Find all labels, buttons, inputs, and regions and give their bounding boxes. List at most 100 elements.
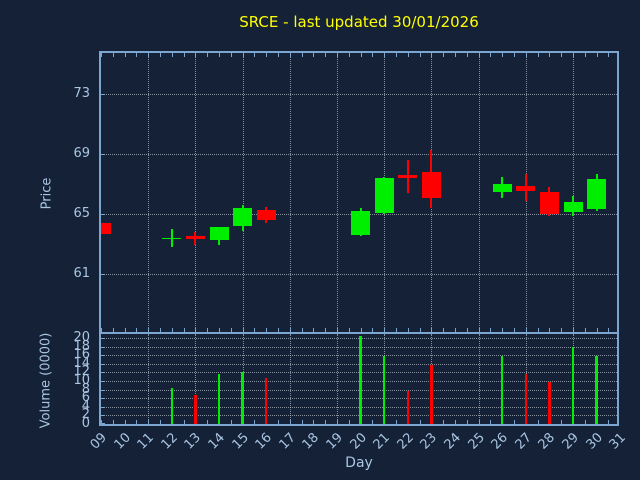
x-axis-label: Day: [345, 455, 373, 471]
x-tick-mark: [360, 328, 362, 332]
x-tick-mark: [254, 420, 256, 424]
gridline-volume: [101, 338, 617, 339]
gridline-volume: [101, 406, 617, 408]
x-tick-mark: [407, 328, 409, 332]
x-tick-mark: [396, 420, 397, 424]
volume-tick-mark: [101, 423, 105, 424]
x-tick-mark: [561, 328, 563, 332]
x-tick-mark: [573, 53, 574, 57]
volume-tick-label: 6: [81, 390, 90, 406]
volume-tick-label: 16: [73, 347, 90, 363]
x-tick-mark: [431, 53, 433, 57]
price-tick-mark: [101, 154, 105, 156]
gridline-vertical: [195, 334, 197, 424]
x-tick-mark: [301, 420, 303, 424]
x-tick-mark: [207, 328, 209, 332]
gridline-volume: [101, 372, 617, 374]
candle-body-day-12: [162, 237, 182, 240]
volume-tick-label: 12: [73, 364, 90, 380]
candle-body-day-23: [421, 172, 441, 198]
candle-body-day-13: [185, 236, 205, 240]
volume-tick-mark: [101, 415, 105, 417]
x-tick-mark: [278, 420, 279, 424]
gridline-vertical: [148, 334, 150, 424]
x-tick-mark: [195, 53, 197, 57]
x-tick-mark: [455, 53, 456, 57]
x-tick-mark: [325, 420, 327, 424]
volume-bar-day-15: [241, 371, 244, 424]
x-tick-mark: [160, 328, 161, 332]
price-panel: [99, 51, 619, 334]
x-tick-mark: [537, 53, 539, 57]
price-tick-mark: [101, 274, 105, 276]
volume-tick-label: 18: [73, 338, 90, 354]
x-tick-mark: [396, 328, 397, 332]
candle-body-day-21: [374, 178, 394, 213]
x-tick-mark: [337, 328, 338, 332]
gridline-volume: [101, 398, 617, 400]
volume-bar-day-13: [194, 395, 197, 424]
gridline-vertical: [337, 334, 338, 424]
x-tick-mark: [384, 53, 386, 57]
x-tick-mark: [101, 328, 102, 332]
x-tick-mark: [443, 53, 445, 57]
x-tick-mark: [337, 420, 338, 424]
volume-tick-mark: [101, 398, 105, 400]
price-tick-label: 73: [73, 86, 90, 102]
candle-body-day-09: [101, 223, 111, 234]
x-tick-mark: [478, 53, 480, 57]
x-tick-mark: [466, 53, 468, 57]
x-tick-mark: [278, 328, 279, 332]
x-tick-mark: [490, 328, 492, 332]
x-tick-mark: [207, 53, 209, 57]
chart-title: SRCE - last updated 30/01/2026: [239, 13, 479, 31]
x-tick-mark: [230, 420, 232, 424]
candle-body-day-27: [516, 185, 536, 192]
candle-body-day-29: [563, 202, 583, 213]
volume-tick-mark: [101, 338, 105, 339]
x-tick-mark: [313, 328, 315, 332]
x-tick-mark: [301, 53, 303, 57]
x-tick-mark: [230, 53, 232, 57]
gridline-volume: [101, 355, 617, 357]
volume-bar-day-30: [595, 356, 598, 424]
x-tick-mark: [372, 328, 374, 332]
volume-bar-day-28: [548, 381, 551, 424]
volume-bar-day-20: [359, 335, 362, 424]
x-tick-mark: [266, 328, 268, 332]
x-tick-mark: [596, 328, 598, 332]
x-tick-mark: [266, 53, 268, 57]
x-tick-mark: [313, 420, 315, 424]
x-tick-mark: [124, 328, 126, 332]
x-tick-mark: [537, 328, 539, 332]
x-tick-mark: [431, 328, 433, 332]
x-tick-mark: [301, 328, 303, 332]
x-tick-mark: [573, 328, 574, 332]
gridline-price: [101, 274, 617, 276]
x-tick-mark: [219, 328, 220, 332]
x-tick-mark: [112, 328, 114, 332]
volume-tick-mark: [101, 346, 105, 348]
x-tick-mark: [242, 53, 244, 57]
x-tick-mark: [490, 420, 492, 424]
price-tick-label: 69: [73, 146, 90, 162]
x-tick-mark: [348, 328, 350, 332]
x-tick-mark: [490, 53, 492, 57]
volume-tick-mark: [101, 372, 105, 374]
x-tick-mark: [608, 53, 610, 57]
volume-tick-label: 10: [73, 373, 90, 388]
x-tick-mark: [584, 420, 586, 424]
x-tick-mark: [112, 420, 114, 424]
x-tick-mark: [242, 328, 244, 332]
gridline-volume: [101, 363, 617, 365]
gridline-vertical: [242, 53, 244, 332]
volume-tick-label: 20: [73, 330, 90, 345]
candle-body-day-16: [256, 209, 276, 220]
x-tick-mark: [561, 420, 563, 424]
x-tick-mark: [525, 53, 527, 57]
x-tick-mark: [207, 420, 209, 424]
x-tick-mark: [183, 328, 185, 332]
x-tick-mark: [525, 328, 527, 332]
candle-body-day-22: [398, 174, 418, 178]
